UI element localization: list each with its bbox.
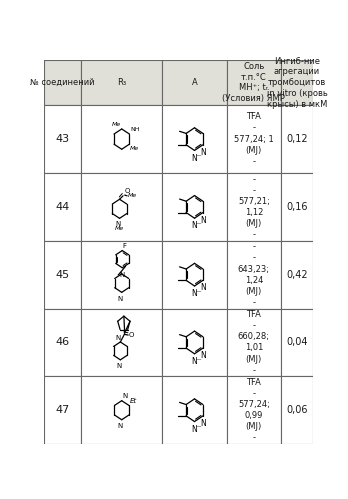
Bar (81, 241, 162, 308)
Bar (281, 60, 313, 105)
Text: N: N (192, 221, 197, 231)
Text: —: — (196, 154, 201, 159)
Text: 46: 46 (55, 337, 70, 347)
Text: —: — (196, 425, 201, 430)
Text: N: N (122, 393, 127, 399)
Bar (44, 376, 81, 444)
Bar (281, 376, 313, 444)
Text: Me: Me (112, 122, 121, 127)
Bar (227, 60, 281, 105)
Bar (281, 241, 313, 308)
Text: N: N (200, 351, 206, 360)
Bar (81, 376, 162, 444)
Text: N: N (200, 283, 206, 292)
Text: Me: Me (128, 193, 137, 198)
Bar (44, 105, 81, 173)
Bar (162, 105, 227, 173)
Text: 0,42: 0,42 (286, 269, 308, 279)
Text: N: N (115, 222, 120, 228)
Text: Et: Et (130, 398, 137, 404)
Text: —: — (196, 221, 201, 227)
Bar (44, 173, 81, 241)
Text: NH: NH (130, 127, 140, 132)
Text: N: N (117, 363, 122, 369)
Bar (44, 308, 81, 376)
Text: F: F (123, 243, 127, 249)
Text: A: A (192, 78, 197, 87)
Bar (162, 241, 227, 308)
Text: № соединений: № соединений (30, 78, 95, 87)
Text: TFA
-
577,24;
0,99
(MJ)
-: TFA - 577,24; 0,99 (MJ) - (238, 378, 270, 443)
Bar (281, 308, 313, 376)
Text: N: N (118, 423, 123, 429)
Text: N: N (200, 419, 206, 428)
Bar (81, 308, 162, 376)
Bar (44, 60, 81, 105)
Text: O: O (125, 188, 130, 194)
Bar (162, 308, 227, 376)
Text: Ингиб-ние
агрегации
тромбоцитов
in vitro (кровь
крысы) в мкМ: Ингиб-ние агрегации тромбоцитов in vitro… (267, 56, 327, 109)
Text: N: N (192, 425, 197, 434)
Text: TFA
-
660,28;
1,01
(MJ)
-: TFA - 660,28; 1,01 (MJ) - (238, 310, 270, 375)
Text: 0,12: 0,12 (286, 134, 308, 144)
Text: 43: 43 (55, 134, 70, 144)
Text: N: N (192, 154, 197, 163)
Text: Me: Me (114, 226, 124, 231)
Text: TFA
-
577,24; 1
(MJ)
-: TFA - 577,24; 1 (MJ) - (234, 112, 274, 166)
Text: 44: 44 (55, 202, 70, 212)
Bar (162, 173, 227, 241)
Text: -
-
643,23;
1,24
(MJ)
-: - - 643,23; 1,24 (MJ) - (238, 243, 270, 307)
Bar (44, 241, 81, 308)
Text: N: N (116, 335, 121, 341)
Bar (281, 105, 313, 173)
Text: 0,04: 0,04 (286, 337, 308, 347)
Text: Me: Me (130, 146, 140, 151)
Text: N: N (192, 357, 197, 366)
Text: O: O (129, 332, 134, 338)
Text: 47: 47 (55, 405, 70, 415)
Bar (227, 308, 281, 376)
Bar (81, 60, 162, 105)
Bar (162, 376, 227, 444)
Bar (281, 173, 313, 241)
Text: —: — (196, 289, 201, 294)
Text: N: N (119, 272, 125, 278)
Text: N: N (118, 296, 123, 302)
Text: N: N (200, 148, 206, 157)
Bar (227, 241, 281, 308)
Text: R₃: R₃ (117, 78, 126, 87)
Bar (227, 173, 281, 241)
Bar (81, 173, 162, 241)
Text: —: — (196, 357, 201, 362)
Text: N: N (200, 216, 206, 225)
Bar (162, 60, 227, 105)
Text: Соль
т.п.°C
МН⁺; tᵣ
(Условия) ЯМР: Соль т.п.°C МН⁺; tᵣ (Условия) ЯМР (222, 62, 285, 103)
Bar (227, 105, 281, 173)
Text: 45: 45 (55, 269, 70, 279)
Text: 0,16: 0,16 (286, 202, 308, 212)
Text: N: N (192, 289, 197, 298)
Bar (227, 376, 281, 444)
Bar (81, 105, 162, 173)
Text: -
-
577,21;
1,12
(MJ)
-: - - 577,21; 1,12 (MJ) - (238, 175, 270, 239)
Text: 0,06: 0,06 (286, 405, 308, 415)
